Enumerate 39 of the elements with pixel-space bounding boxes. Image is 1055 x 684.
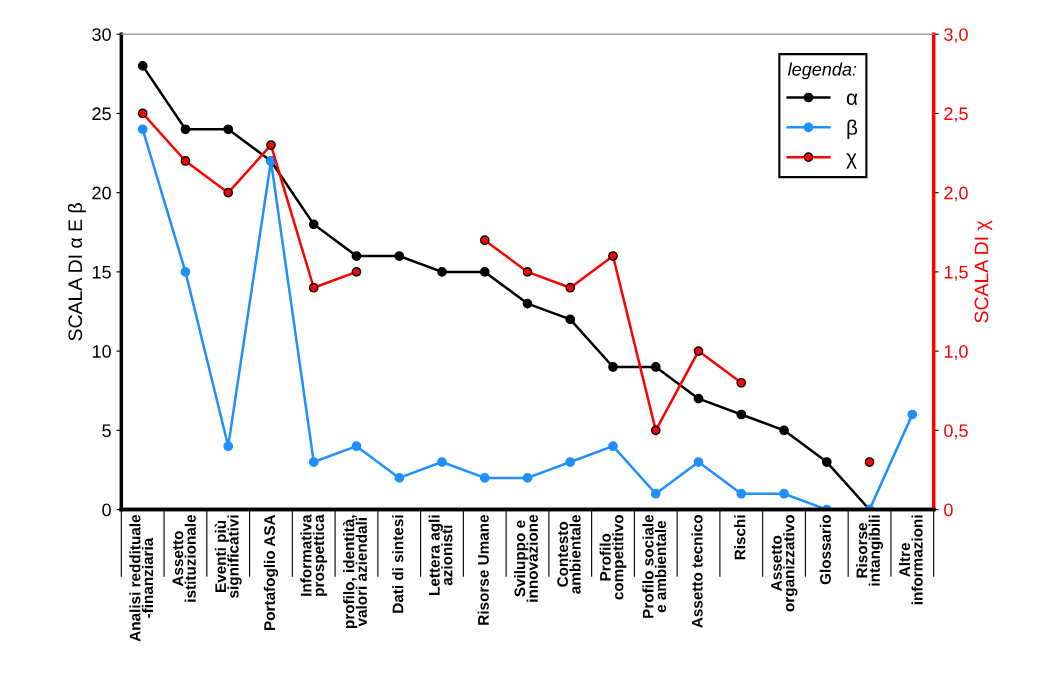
x-tick-label: Altre informazioni: [898, 515, 923, 605]
legend-label: α: [846, 93, 858, 106]
legend-label: χ: [846, 153, 857, 169]
y2-tick-label: 2,5: [944, 107, 968, 123]
legend-title: legenda:: [787, 62, 857, 80]
x-tick-label: Lettera agli azionisti: [428, 515, 453, 595]
x-tick-label: Assetto tecnico: [691, 515, 703, 628]
y2-tick-label: 1,5: [944, 266, 968, 281]
y2-tick-label: 2,0: [944, 186, 968, 202]
x-tick-label: Profilo competitivo: [599, 515, 627, 600]
x-tick-label: Assetto istituzionale: [172, 514, 196, 602]
x-tick-label: profilo, identità, valori aziendali: [343, 515, 367, 628]
x-tick-label: Contesto ambientale: [557, 514, 581, 594]
y2-tick-label: 0: [944, 503, 953, 517]
y2-axis-title: SCALA DI χ: [974, 220, 993, 323]
y-tick-label: 15: [92, 266, 111, 279]
x-tick-label: Portafoglio ASA: [263, 514, 279, 630]
legend-label: β: [847, 119, 858, 139]
y-tick-label: 10: [92, 345, 111, 358]
x-tick-label: Informativa prospettica: [300, 514, 328, 596]
x-tick-label: Risorse intangibili: [856, 515, 883, 586]
x-tick-label: Profilo sociale e ambientale: [642, 514, 667, 618]
x-tick-label: Assetto organizzativo: [771, 515, 798, 612]
y2-tick-label: 0,5: [944, 424, 968, 440]
x-tick-label: Glossario: [819, 515, 831, 585]
x-tick-label: Risorse Umane: [477, 514, 489, 625]
y-tick-label: 0: [102, 503, 111, 517]
x-tick-label: Analisi reddituale -finanziaria: [129, 514, 154, 642]
x-tick-label: Eventi più significativi: [214, 515, 242, 598]
y-axis-title: SCALA DI α E β: [67, 203, 86, 341]
x-tick-label: Sviluppo e innovazione: [514, 514, 538, 602]
x-tick-label: Dati di sintesi: [392, 515, 404, 613]
y-tick-label: 25: [92, 107, 111, 121]
y2-tick-label: 1,0: [944, 345, 968, 360]
y-tick-label: 5: [102, 424, 111, 438]
y-tick-label: 20: [92, 186, 111, 200]
x-tick-label: Rischi: [734, 515, 746, 560]
y2-tick-label: 3,0: [944, 28, 968, 44]
y-tick-label: 30: [92, 28, 111, 41]
